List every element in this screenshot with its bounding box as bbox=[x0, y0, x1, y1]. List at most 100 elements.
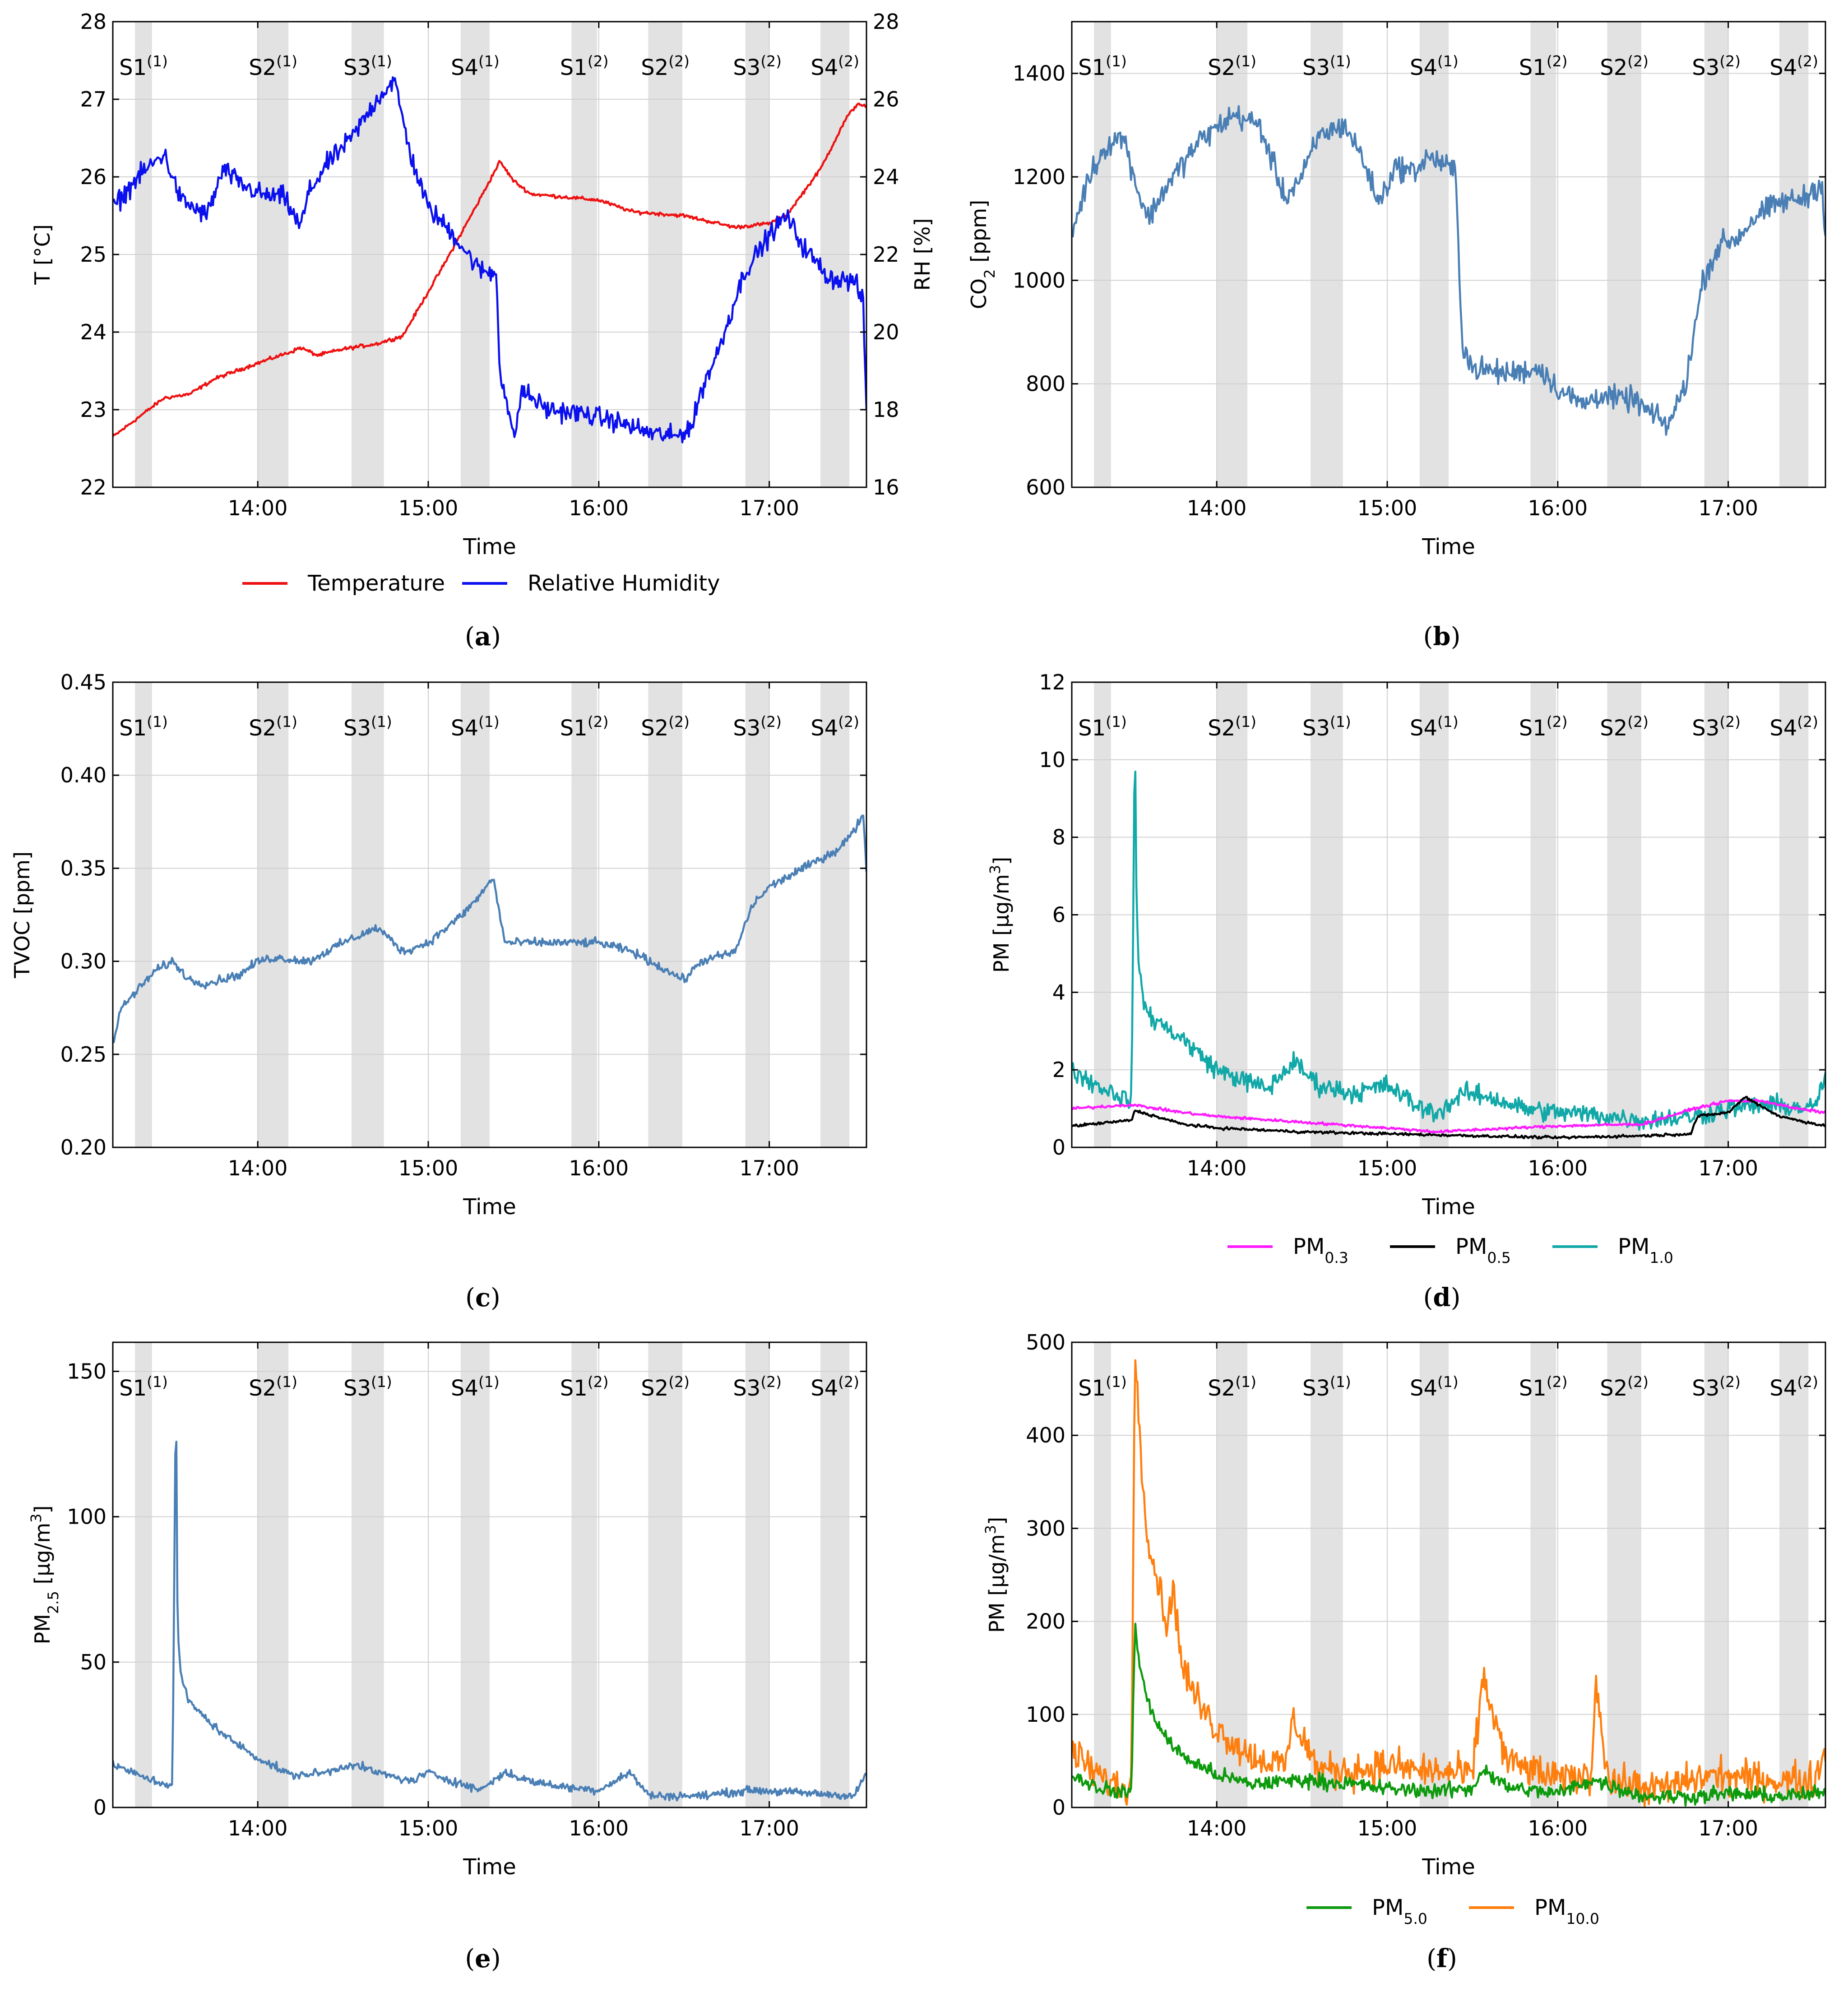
x-tick-label: 15:00 bbox=[1357, 1156, 1417, 1180]
y-tick-label: 1400 bbox=[1013, 61, 1065, 86]
x-tick-label: 14:00 bbox=[228, 496, 288, 520]
session-label-7: S3(2) bbox=[1692, 52, 1741, 81]
axes-frame bbox=[1071, 1341, 1826, 1808]
session-label-5: S1(2) bbox=[1519, 713, 1568, 741]
session-band-2 bbox=[1217, 22, 1248, 487]
session-band-2 bbox=[258, 1342, 289, 1807]
session-band-5 bbox=[571, 682, 597, 1147]
session-band-6 bbox=[1607, 22, 1641, 487]
session-band-1 bbox=[1094, 22, 1111, 487]
session-band-7 bbox=[1704, 1342, 1728, 1807]
session-label-8: S4(2) bbox=[1769, 52, 1818, 81]
session-label-7: S3(2) bbox=[733, 713, 782, 741]
panel-caption: (d) bbox=[1423, 1283, 1461, 1313]
session-label-2: S2(1) bbox=[249, 713, 297, 741]
y-tick-label: 6 bbox=[1052, 903, 1065, 927]
y-tick-label: 400 bbox=[1026, 1423, 1065, 1447]
panel-caption: (f) bbox=[1427, 1944, 1457, 1974]
y-tick-label: 0.20 bbox=[60, 1135, 107, 1160]
y-tick-label: 50 bbox=[80, 1650, 107, 1674]
y-tick-label: 600 bbox=[1026, 475, 1065, 499]
y-tick-label: 27 bbox=[80, 87, 107, 111]
session-label-6: S2(2) bbox=[1600, 52, 1649, 81]
x-axis-label: Time bbox=[1422, 534, 1475, 559]
y-tick-label: 0.40 bbox=[60, 763, 107, 787]
y-tick-label: 28 bbox=[80, 9, 107, 34]
x-tick-label: 17:00 bbox=[1698, 1816, 1758, 1840]
session-label-4: S4(1) bbox=[1410, 1373, 1459, 1401]
session-band-6 bbox=[1607, 1342, 1641, 1807]
y2-tick-label: 20 bbox=[873, 320, 899, 344]
x-tick-label: 14:00 bbox=[1187, 496, 1247, 520]
y-tick-label: 100 bbox=[1026, 1702, 1065, 1727]
session-label-7: S3(2) bbox=[733, 52, 782, 81]
legend-label: PM1.0 bbox=[1618, 1234, 1673, 1266]
session-band-4 bbox=[460, 1342, 490, 1807]
y-tick-label: 8 bbox=[1052, 825, 1065, 850]
x-tick-label: 16:00 bbox=[1528, 1816, 1588, 1840]
session-label-3: S3(1) bbox=[343, 52, 392, 81]
x-tick-label: 15:00 bbox=[398, 496, 459, 520]
panel-f: 14:00 15:00 16:00 17:00 Time 0 100 200 300 400 500… bbox=[982, 1330, 1826, 1974]
panel-caption: (a) bbox=[465, 622, 501, 652]
y-tick-label: 150 bbox=[67, 1359, 107, 1383]
y-tick-label: 1200 bbox=[1013, 165, 1065, 189]
session-label-7: S3(2) bbox=[1692, 1373, 1741, 1401]
y-tick-label: 25 bbox=[80, 242, 107, 267]
panel-e: 14:00 15:00 16:00 17:00 Time 0 50 100 150 PM2.5 [… bbox=[28, 1341, 867, 1974]
x-tick-label: 14:00 bbox=[1187, 1156, 1247, 1180]
session-band-5 bbox=[571, 1342, 597, 1807]
session-band-7 bbox=[745, 1342, 769, 1807]
x-tick-label: 17:00 bbox=[739, 496, 799, 520]
x-tick-label: 16:00 bbox=[569, 1816, 629, 1840]
session-label-1: S1(1) bbox=[119, 713, 168, 741]
x-tick-label: 17:00 bbox=[739, 1156, 799, 1180]
x-axis-label: Time bbox=[1422, 1194, 1475, 1220]
session-band-1 bbox=[135, 1342, 152, 1807]
session-label-5: S1(2) bbox=[560, 1373, 609, 1401]
y-tick-label: 0.35 bbox=[60, 856, 107, 880]
x-tick-label: 15:00 bbox=[1357, 496, 1417, 520]
y-tick-label: 2 bbox=[1052, 1058, 1065, 1082]
axes-frame bbox=[1071, 21, 1826, 488]
session-label-6: S2(2) bbox=[1600, 1373, 1649, 1401]
session-band-2 bbox=[1217, 1342, 1248, 1807]
panel-a: 14:00 15:00 16:00 17:00 Time 22 23 24 25 26 27 28 T … bbox=[30, 9, 935, 652]
x-tick-label: 16:00 bbox=[569, 1156, 629, 1180]
y-tick-label: 12 bbox=[1039, 670, 1065, 694]
y-tick-label: 24 bbox=[80, 320, 107, 344]
session-label-8: S4(2) bbox=[811, 713, 859, 741]
y2-tick-label: 24 bbox=[873, 165, 899, 189]
session-label-6: S2(2) bbox=[641, 1373, 690, 1401]
y-tick-label: 22 bbox=[80, 475, 107, 499]
legend-label: PM0.3 bbox=[1293, 1234, 1348, 1266]
x-tick-label: 16:00 bbox=[569, 496, 629, 520]
session-label-6: S2(2) bbox=[1600, 713, 1649, 741]
session-label-4: S4(1) bbox=[1410, 52, 1459, 81]
y-tick-label: 0.30 bbox=[60, 949, 107, 974]
x-tick-label: 17:00 bbox=[739, 1816, 799, 1840]
y-tick-label: 200 bbox=[1026, 1609, 1065, 1634]
y-tick-label: 1000 bbox=[1013, 268, 1065, 292]
y2-tick-label: 28 bbox=[873, 9, 899, 34]
y2-tick-label: 22 bbox=[873, 242, 899, 267]
session-label-8: S4(2) bbox=[1769, 1373, 1818, 1401]
series-line-pm2-5 bbox=[113, 1441, 866, 1802]
session-band-4 bbox=[1419, 22, 1449, 487]
session-label-1: S1(1) bbox=[1078, 52, 1127, 81]
series-line-pm5-0 bbox=[1072, 1622, 1825, 1807]
session-band-3 bbox=[1310, 22, 1343, 487]
y2-tick-label: 26 bbox=[873, 87, 899, 111]
legend-label: PM5.0 bbox=[1372, 1895, 1427, 1927]
x-tick-label: 14:00 bbox=[228, 1816, 288, 1840]
session-label-1: S1(1) bbox=[119, 52, 168, 81]
session-label-3: S3(1) bbox=[343, 713, 392, 741]
session-label-1: S1(1) bbox=[1078, 713, 1127, 741]
y-tick-label: 100 bbox=[67, 1505, 107, 1529]
session-label-3: S3(1) bbox=[343, 1373, 392, 1401]
x-tick-label: 17:00 bbox=[1698, 1156, 1758, 1180]
x-tick-label: 16:00 bbox=[1528, 496, 1588, 520]
legend-label: PM0.5 bbox=[1455, 1234, 1511, 1266]
session-label-3: S3(1) bbox=[1302, 1373, 1351, 1401]
